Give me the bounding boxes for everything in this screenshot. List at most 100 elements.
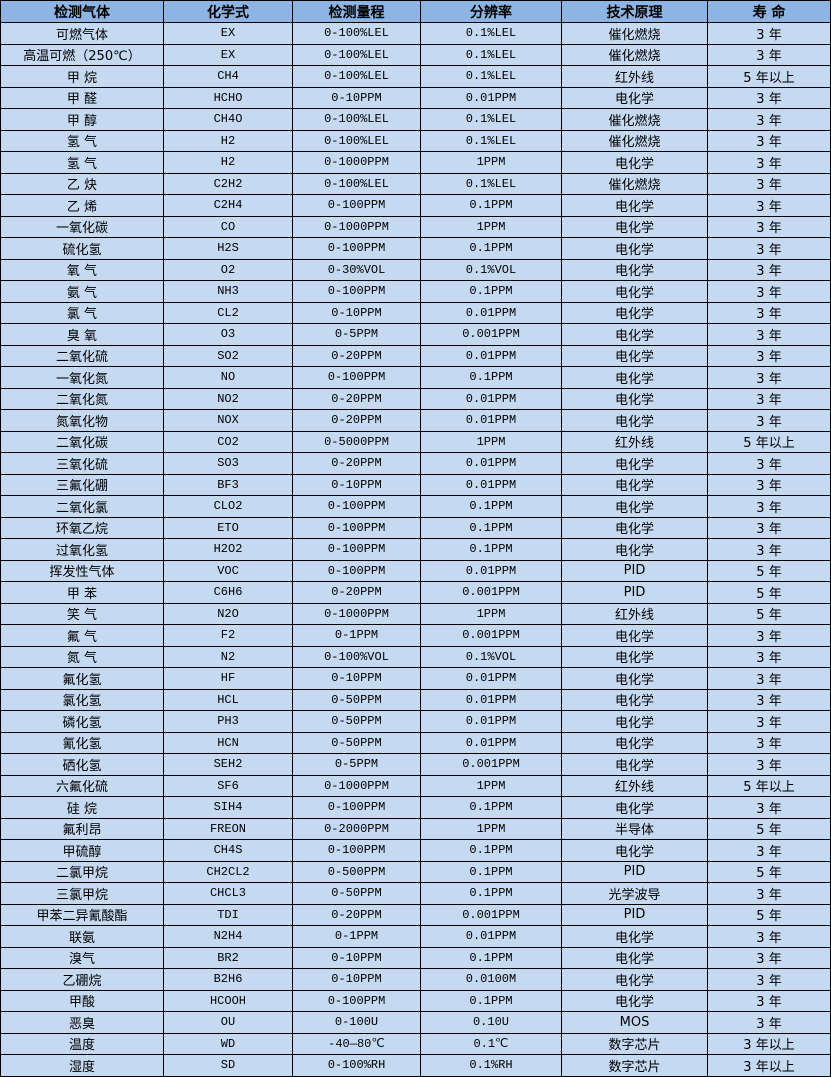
cell-gas-name: 溴气 bbox=[0, 946, 164, 969]
cell-gas-name: 过氧化氢 bbox=[0, 538, 164, 561]
cell-lifespan: 5 年 bbox=[707, 817, 831, 840]
cell-principle: 电化学 bbox=[561, 473, 708, 496]
cell-formula: C2H2 bbox=[163, 172, 293, 195]
cell-lifespan: 3 年 bbox=[707, 624, 831, 647]
cell-lifespan: 3 年 bbox=[707, 237, 831, 260]
cell-range: 0-5000PPM bbox=[292, 430, 421, 453]
cell-lifespan: 3 年 bbox=[707, 301, 831, 324]
cell-formula: NH3 bbox=[163, 280, 293, 303]
cell-range: 0-10PPM bbox=[292, 946, 421, 969]
cell-lifespan: 3 年 bbox=[707, 946, 831, 969]
cell-gas-name: 三氟化硼 bbox=[0, 473, 164, 496]
cell-resolution: 0.1PPM bbox=[420, 495, 562, 518]
cell-principle: 半导体 bbox=[561, 817, 708, 840]
cell-lifespan: 3 年 bbox=[707, 129, 831, 152]
cell-gas-name: 二氧化氮 bbox=[0, 387, 164, 410]
column-header-lifespan: 寿 命 bbox=[707, 0, 831, 23]
cell-gas-name: 氟 气 bbox=[0, 624, 164, 647]
cell-resolution: 0.01PPM bbox=[420, 710, 562, 733]
cell-formula: CO bbox=[163, 215, 293, 238]
cell-formula: CH4O bbox=[163, 108, 293, 131]
cell-resolution: 0.1PPM bbox=[420, 237, 562, 260]
cell-principle: 电化学 bbox=[561, 624, 708, 647]
cell-lifespan: 3 年 bbox=[707, 925, 831, 948]
cell-range: 0-1000PPM bbox=[292, 151, 421, 174]
cell-principle: 电化学 bbox=[561, 688, 708, 711]
cell-principle: 电化学 bbox=[561, 452, 708, 475]
cell-formula: PH3 bbox=[163, 710, 293, 733]
cell-lifespan: 5 年 bbox=[707, 581, 831, 604]
cell-principle: 电化学 bbox=[561, 387, 708, 410]
table-row: 硒化氢 SEH2 0-5PPM 0.001PPM 电化学 3 年 bbox=[0, 753, 831, 776]
cell-gas-name: 甲 苯 bbox=[0, 581, 164, 604]
cell-formula: SIH4 bbox=[163, 796, 293, 819]
table-row: 六氟化硫 SF6 0-1000PPM 1PPM 红外线 5 年以上 bbox=[0, 774, 831, 797]
cell-range: 0-20PPM bbox=[292, 452, 421, 475]
cell-principle: 红外线 bbox=[561, 602, 708, 625]
cell-range: 0-30%VOL bbox=[292, 258, 421, 281]
table-row: 氢 气 H2 0-100%LEL 0.1%LEL 催化燃烧 3 年 bbox=[0, 129, 831, 152]
cell-gas-name: 氢 气 bbox=[0, 151, 164, 174]
cell-principle: 红外线 bbox=[561, 430, 708, 453]
table-row: 二氧化氯 CLO2 0-100PPM 0.1PPM 电化学 3 年 bbox=[0, 495, 831, 518]
cell-gas-name: 一氧化碳 bbox=[0, 215, 164, 238]
cell-range: 0-1PPM bbox=[292, 925, 421, 948]
table-row: 氧 气 O2 0-30%VOL 0.1%VOL 电化学 3 年 bbox=[0, 258, 831, 281]
cell-range: 0-100PPM bbox=[292, 280, 421, 303]
cell-lifespan: 3 年 bbox=[707, 731, 831, 754]
cell-gas-name: 甲苯二异氰酸酯 bbox=[0, 903, 164, 926]
cell-lifespan: 3 年 bbox=[707, 387, 831, 410]
column-header-formula: 化学式 bbox=[163, 0, 293, 23]
cell-range: 0-5PPM bbox=[292, 753, 421, 776]
cell-formula: N2H4 bbox=[163, 925, 293, 948]
cell-lifespan: 3 年 bbox=[707, 409, 831, 432]
cell-lifespan: 5 年 bbox=[707, 903, 831, 926]
cell-resolution: 0.1%RH bbox=[420, 1054, 562, 1077]
cell-formula: HCHO bbox=[163, 86, 293, 109]
cell-resolution: 0.01PPM bbox=[420, 452, 562, 475]
cell-gas-name: 挥发性气体 bbox=[0, 559, 164, 582]
cell-resolution: 0.1℃ bbox=[420, 1032, 562, 1055]
cell-lifespan: 3 年 bbox=[707, 280, 831, 303]
cell-principle: 红外线 bbox=[561, 774, 708, 797]
cell-range: 0-20PPM bbox=[292, 903, 421, 926]
cell-range: 0-100PPM bbox=[292, 516, 421, 539]
cell-range: 0-100%RH bbox=[292, 1054, 421, 1077]
cell-principle: 电化学 bbox=[561, 366, 708, 389]
cell-formula: N2 bbox=[163, 645, 293, 668]
cell-range: 0-100PPM bbox=[292, 495, 421, 518]
cell-lifespan: 3 年 bbox=[707, 645, 831, 668]
cell-formula: O2 bbox=[163, 258, 293, 281]
cell-principle: 数字芯片 bbox=[561, 1054, 708, 1077]
cell-resolution: 0.001PPM bbox=[420, 624, 562, 647]
cell-principle: 电化学 bbox=[561, 280, 708, 303]
cell-formula: HCN bbox=[163, 731, 293, 754]
cell-range: 0-100PPM bbox=[292, 538, 421, 561]
cell-formula: HCL bbox=[163, 688, 293, 711]
cell-principle: 电化学 bbox=[561, 516, 708, 539]
cell-formula: HF bbox=[163, 667, 293, 690]
cell-principle: 电化学 bbox=[561, 409, 708, 432]
column-header-range: 检测量程 bbox=[292, 0, 421, 23]
table-row: 高温可燃（250℃） EX 0-100%LEL 0.1%LEL 催化燃烧 3 年 bbox=[0, 43, 831, 66]
cell-formula: CO2 bbox=[163, 430, 293, 453]
cell-resolution: 0.1PPM bbox=[420, 882, 562, 905]
cell-principle: 催化燃烧 bbox=[561, 22, 708, 45]
cell-range: 0-50PPM bbox=[292, 731, 421, 754]
cell-range: 0-1000PPM bbox=[292, 602, 421, 625]
cell-principle: 电化学 bbox=[561, 946, 708, 969]
cell-gas-name: 乙 烯 bbox=[0, 194, 164, 217]
cell-formula: O3 bbox=[163, 323, 293, 346]
cell-formula: F2 bbox=[163, 624, 293, 647]
table-row: 二氧化硫 SO2 0-20PPM 0.01PPM 电化学 3 年 bbox=[0, 344, 831, 367]
cell-range: 0-500PPM bbox=[292, 860, 421, 883]
cell-formula: FREON bbox=[163, 817, 293, 840]
table-row: 氰化氢 HCN 0-50PPM 0.01PPM 电化学 3 年 bbox=[0, 731, 831, 754]
cell-principle: 催化燃烧 bbox=[561, 108, 708, 131]
cell-resolution: 0.01PPM bbox=[420, 667, 562, 690]
cell-resolution: 0.01PPM bbox=[420, 344, 562, 367]
cell-principle: PID bbox=[561, 581, 708, 604]
cell-range: 0-50PPM bbox=[292, 688, 421, 711]
cell-formula: CH4 bbox=[163, 65, 293, 88]
